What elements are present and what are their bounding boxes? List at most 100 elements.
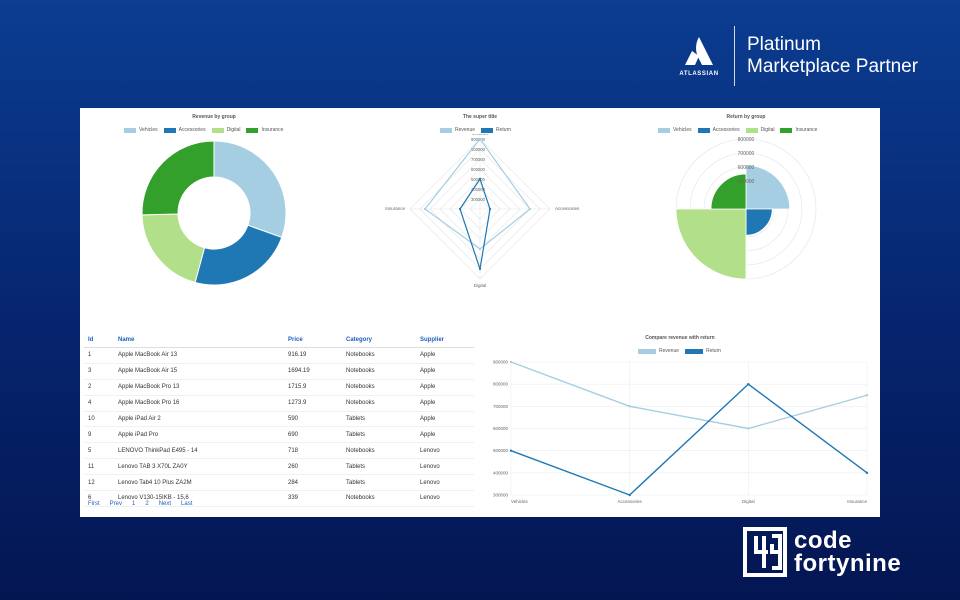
pager-page-1[interactable]: 1 bbox=[132, 501, 136, 507]
radar-axis-label: Insurance bbox=[385, 206, 405, 211]
table-row[interactable]: 1 Apple MacBook Air 13 916.19 Notebooks Appl… bbox=[84, 347, 474, 364]
table-row[interactable]: 9 Apple iPad Pro 690 Tablets Apple bbox=[84, 426, 474, 444]
line-x-tick-label: Insurance bbox=[847, 499, 867, 504]
legend-swatch[interactable] bbox=[685, 348, 704, 354]
partner-line2: Marketplace Partner bbox=[747, 56, 919, 77]
legend-label[interactable]: Digital bbox=[226, 127, 241, 133]
legend-swatch[interactable] bbox=[124, 127, 136, 133]
radar-point bbox=[478, 177, 482, 181]
polar-tick-label: 700000 bbox=[738, 151, 755, 157]
table-cell: Lenovo TAB 3 X70L ZA0Y bbox=[114, 458, 284, 476]
legend-label[interactable]: Accessories bbox=[712, 127, 740, 133]
column-header-supplier[interactable]: Supplier bbox=[416, 332, 474, 348]
radar-point bbox=[488, 207, 492, 211]
table-row[interactable]: 11 Lenovo TAB 3 X70L ZA0Y 260 Tablets Lenovo bbox=[84, 458, 474, 476]
table-cell: Apple MacBook Pro 16 bbox=[114, 395, 284, 412]
column-header-name[interactable]: Name bbox=[114, 332, 284, 348]
table-row[interactable]: 6 Lenovo V130-15IKB - 15,6 339 Notebooks Len… bbox=[84, 490, 474, 507]
legend-label[interactable]: Revenue bbox=[659, 348, 680, 354]
pager-page-2[interactable]: 2 bbox=[145, 501, 149, 507]
table-cell: Apple bbox=[416, 411, 474, 428]
pager-prev[interactable]: Prev bbox=[109, 501, 123, 507]
legend-swatch[interactable] bbox=[780, 127, 793, 133]
legend-label[interactable]: Return bbox=[706, 348, 722, 354]
atlassian-icon bbox=[685, 37, 713, 65]
legend-swatch[interactable] bbox=[658, 127, 670, 133]
column-header-id[interactable]: Id bbox=[84, 332, 114, 348]
legend-swatch[interactable] bbox=[440, 127, 452, 133]
legend-swatch[interactable] bbox=[163, 127, 176, 133]
codefortynine-logo: code fortynine bbox=[742, 526, 901, 578]
table-cell: 590 bbox=[284, 411, 342, 428]
legend-label[interactable]: Revenue bbox=[455, 127, 476, 133]
radar-point bbox=[458, 207, 462, 211]
line-point bbox=[628, 405, 631, 408]
radar-tick-label: 700000 bbox=[471, 157, 486, 162]
doughnut-slice-insurance bbox=[141, 140, 215, 216]
table-cell: Apple bbox=[416, 395, 474, 412]
table-row[interactable]: 12 Lenovo Tab4 10 Plus ZA2M 284 Tablets Leno… bbox=[84, 474, 474, 492]
radar-chart[interactable]: 300000 400000 500000 600000 700000 800000 9000… bbox=[380, 134, 580, 288]
table-row[interactable]: 3 Apple MacBook Air 15 1694.19 Notebooks App… bbox=[84, 363, 474, 380]
pager-first[interactable]: First bbox=[88, 501, 100, 507]
table-cell: Notebooks bbox=[342, 379, 416, 396]
radar-axis-label: Digital bbox=[474, 283, 487, 288]
radar-point bbox=[478, 137, 482, 141]
table-cell: 11 bbox=[84, 458, 114, 476]
polar-sector-insurance bbox=[710, 173, 747, 210]
radar-tick-label: 400000 bbox=[471, 187, 486, 192]
legend-swatch[interactable] bbox=[638, 348, 656, 354]
legend-swatch[interactable] bbox=[246, 127, 259, 133]
pager-last[interactable]: Last bbox=[181, 501, 193, 507]
table-cell: Notebooks bbox=[342, 442, 416, 460]
table-cell: Tablets bbox=[342, 458, 416, 476]
pager-next[interactable]: Next bbox=[158, 501, 172, 507]
legend-label[interactable]: Insurance bbox=[795, 127, 818, 133]
column-header-price[interactable]: Price bbox=[284, 332, 342, 348]
line-y-tick-label: 700000 bbox=[493, 404, 509, 409]
line-x-tick-label: Accessories bbox=[618, 499, 643, 504]
table-cell: 1715.9 bbox=[284, 379, 342, 396]
table-cell: Apple bbox=[416, 426, 474, 444]
legend-label[interactable]: Vehicles bbox=[673, 127, 692, 133]
chart-title-compare: Compare revenue with return bbox=[645, 335, 715, 341]
table-cell: Apple bbox=[416, 347, 474, 364]
column-header-category[interactable]: Category bbox=[342, 332, 416, 348]
table-cell: 6 bbox=[84, 490, 114, 507]
legend-swatch[interactable] bbox=[745, 127, 758, 133]
table-cell: Apple bbox=[416, 363, 474, 380]
table-cell: Notebooks bbox=[342, 490, 416, 507]
table-cell: 10 bbox=[84, 411, 114, 428]
table-row[interactable]: 4 Apple MacBook Pro 16 1273.9 Notebooks Appl… bbox=[84, 395, 474, 412]
line-y-tick-label: 500000 bbox=[493, 448, 509, 453]
legend-swatch[interactable] bbox=[697, 127, 710, 133]
table-cell: Tablets bbox=[342, 474, 416, 492]
radar-tick-label: 500000 bbox=[471, 177, 486, 182]
polar-tick-label: 800000 bbox=[738, 137, 755, 143]
table-row[interactable]: 10 Apple iPad Air 2 590 Tablets Apple bbox=[84, 411, 474, 428]
table-row[interactable]: 2 Apple MacBook Pro 13 1715.9 Notebooks Appl… bbox=[84, 379, 474, 396]
line-chart[interactable]: 900000 800000 700000 600000 500000 400000 3000… bbox=[480, 354, 878, 506]
legend-label[interactable]: Accessories bbox=[178, 127, 206, 133]
polar-area-chart[interactable]: 500000 600000 700000 800000 bbox=[660, 134, 840, 288]
legend-swatch[interactable] bbox=[211, 127, 224, 133]
legend-swatch[interactable] bbox=[481, 127, 494, 133]
table-cell: Lenovo bbox=[416, 442, 474, 460]
table-row[interactable]: 5 LENOVO ThinkPad E495 - 14 718 Notebooks Le… bbox=[84, 442, 474, 460]
brand-text: code fortynine bbox=[794, 529, 901, 576]
line-series-revenue bbox=[510, 361, 868, 430]
legend-label[interactable]: Vehicles bbox=[139, 127, 158, 133]
polar-tick-label: 500000 bbox=[738, 179, 755, 185]
radar-series-revenue bbox=[424, 137, 531, 250]
legend-label[interactable]: Digital bbox=[760, 127, 775, 133]
line-y-tick-label: 900000 bbox=[493, 360, 509, 365]
legend-label[interactable]: Return bbox=[496, 127, 512, 133]
table-cell: 1694.19 bbox=[284, 363, 342, 380]
doughnut-chart[interactable] bbox=[134, 133, 294, 289]
legend-label[interactable]: Insurance bbox=[261, 127, 284, 133]
dashboard-panel: Revenue by group Vehicles Accessories Di… bbox=[80, 108, 880, 517]
line-y-tick-label: 300000 bbox=[493, 493, 509, 498]
table-cell: 260 bbox=[284, 458, 342, 476]
atlassian-wordmark: ATLASSIAN bbox=[679, 71, 719, 77]
table-cell: Apple bbox=[416, 379, 474, 396]
